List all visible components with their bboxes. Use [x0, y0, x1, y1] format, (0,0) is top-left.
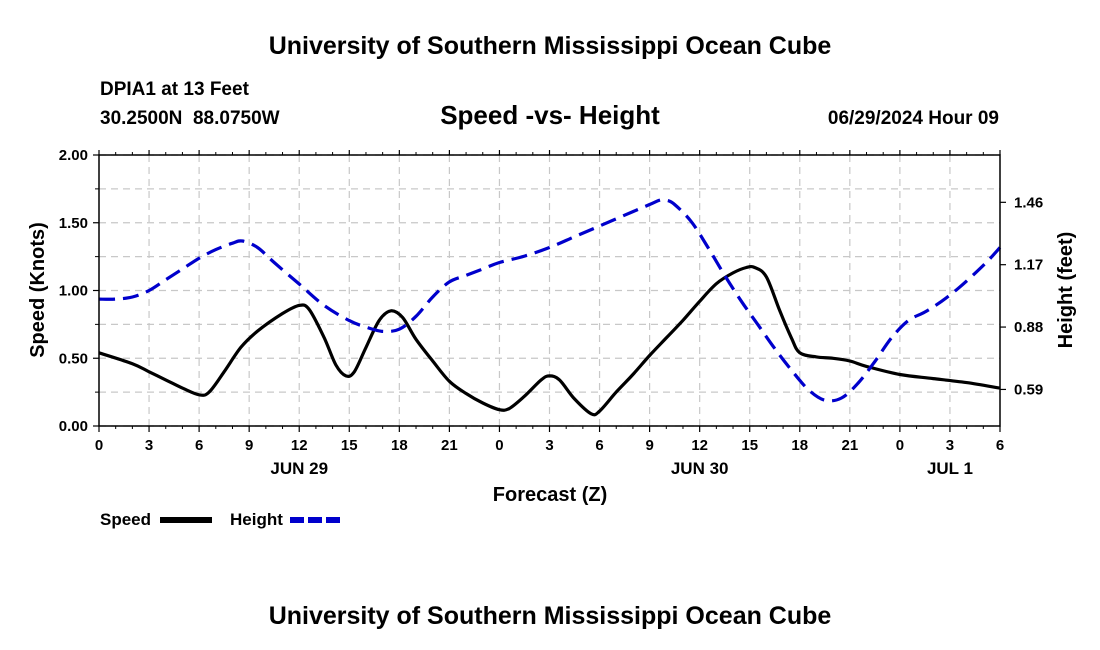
x-tick-label: 3 — [946, 437, 954, 454]
series-group — [98, 198, 1002, 417]
x-tick-label: 9 — [245, 437, 253, 454]
x-tick-label: 3 — [545, 437, 553, 454]
y2-axis-title: Height (feet) — [1055, 232, 1077, 349]
chart-title: Speed -vs- Height — [440, 100, 660, 130]
y-tick-label: 1.00 — [59, 283, 88, 300]
legend: Speed Height — [100, 510, 342, 529]
x-tick-label: 21 — [441, 437, 458, 454]
x-tick-label: 18 — [791, 437, 808, 454]
x-tick-label: 6 — [595, 437, 603, 454]
x-tick-label: 12 — [291, 437, 308, 454]
date-label: JUL 1 — [927, 459, 973, 478]
x-tick-label: 15 — [741, 437, 758, 454]
series-line-speed — [98, 264, 1001, 417]
x-tick-label: 18 — [391, 437, 408, 454]
date-label: JUN 30 — [671, 459, 729, 478]
station-label: DPIA1 at 13 Feet — [100, 79, 250, 100]
x-tick-label: 12 — [691, 437, 708, 454]
page-title: University of Southern Mississippi Ocean… — [269, 32, 832, 60]
y-tick-label: 1.50 — [59, 215, 88, 232]
x-axis-title: Forecast (Z) — [493, 484, 607, 506]
x-tick-label: 0 — [896, 437, 904, 454]
legend-label-speed: Speed — [100, 510, 151, 529]
y-tick-label: 0.00 — [59, 418, 88, 435]
y-tick-label: 0.50 — [59, 350, 88, 367]
y2-tick-label: 1.46 — [1014, 194, 1043, 211]
x-tick-label: 3 — [145, 437, 153, 454]
y2-tick-label: 0.88 — [1014, 319, 1043, 336]
x-tick-label: 21 — [841, 437, 858, 454]
series-line-height — [98, 198, 1002, 403]
station-coords: 30.2500N 88.0750W — [100, 108, 280, 129]
y-tick-label: 2.00 — [59, 147, 88, 164]
y2-tick-label: 0.59 — [1014, 381, 1043, 398]
legend-label-height: Height — [230, 510, 283, 529]
date-label: JUN 29 — [270, 459, 328, 478]
y-axis-title: Speed (Knots) — [27, 222, 49, 358]
x-tick-label: 15 — [341, 437, 358, 454]
axis-ticks: 0 3 6 9 12 15 18 21 0 3 6 9 12 15 18 21 0 3 6 JUN 29 JUN 30 J… — [59, 147, 1043, 478]
x-tick-label: 0 — [95, 437, 103, 454]
x-tick-label: 6 — [195, 437, 203, 454]
x-tick-label: 9 — [645, 437, 653, 454]
x-tick-label: 6 — [996, 437, 1004, 454]
grid-lines — [99, 154, 1000, 427]
footer-title: University of Southern Mississippi Ocean… — [269, 602, 832, 630]
issue-datetime: 06/29/2024 Hour 09 — [828, 108, 999, 129]
y2-tick-label: 1.17 — [1014, 257, 1043, 274]
x-tick-label: 0 — [495, 437, 503, 454]
